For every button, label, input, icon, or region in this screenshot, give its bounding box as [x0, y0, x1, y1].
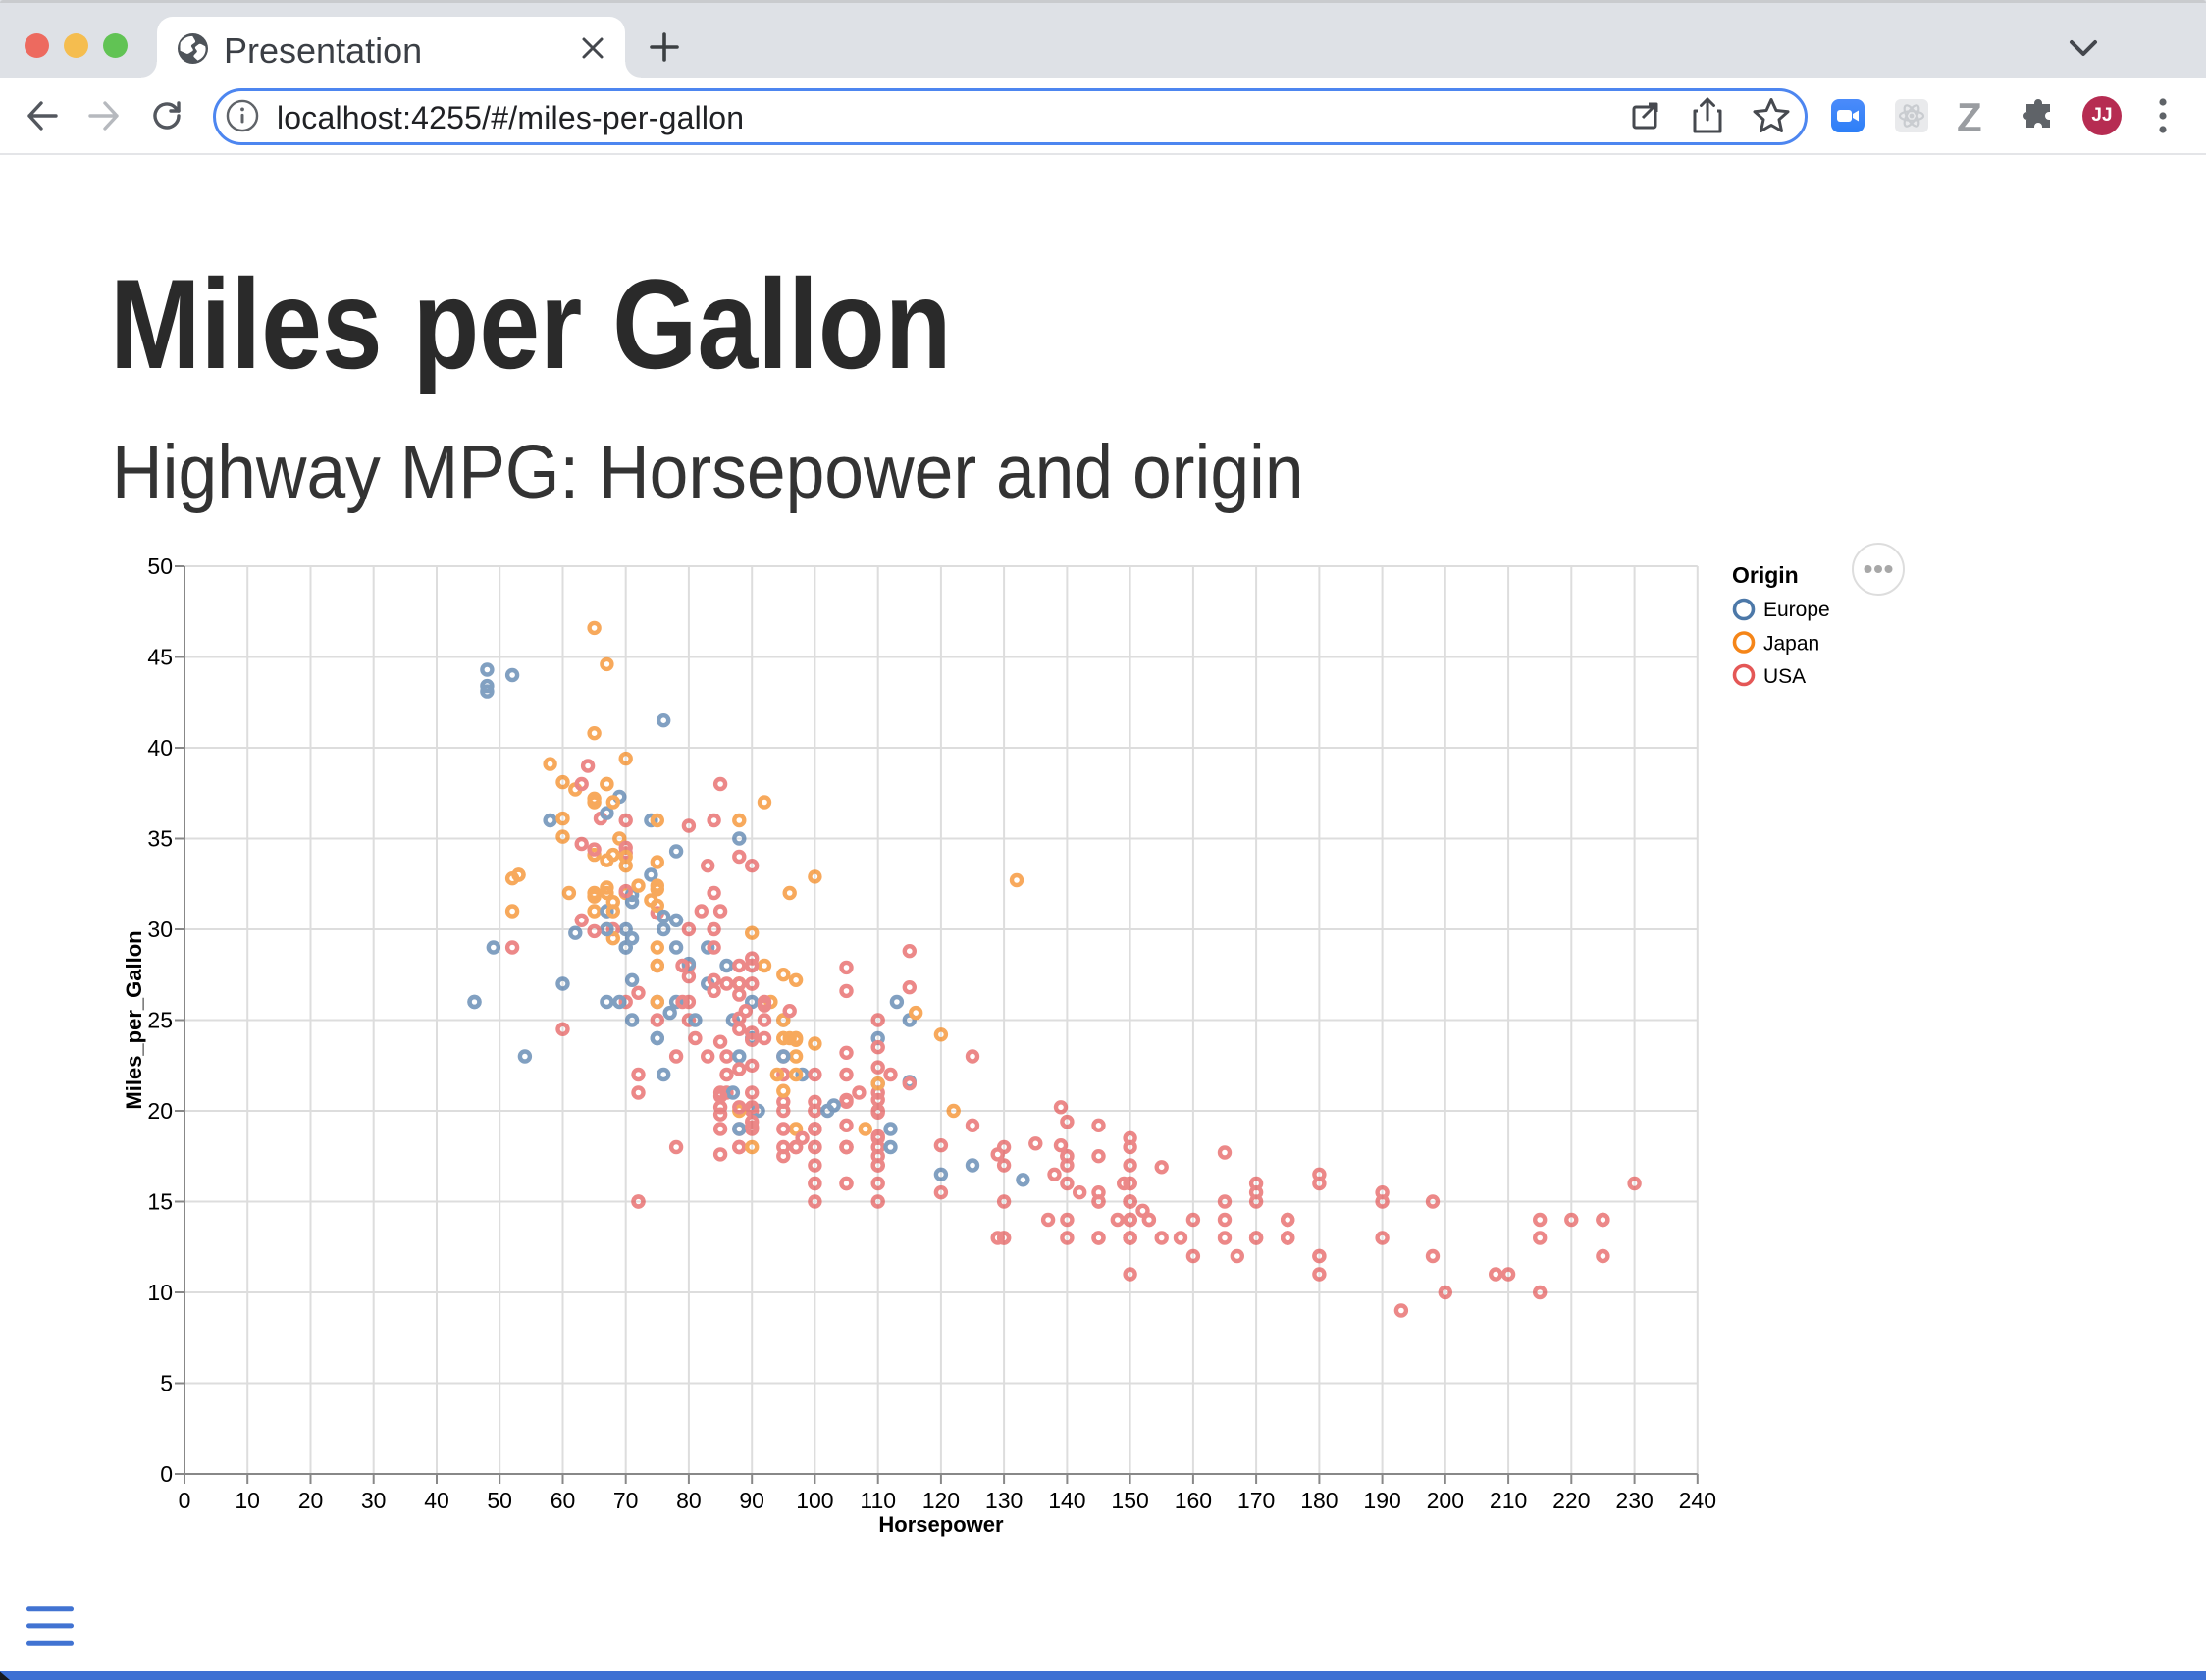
svg-text:200: 200	[1427, 1488, 1464, 1513]
svg-text:130: 130	[985, 1488, 1023, 1513]
svg-text:150: 150	[1111, 1488, 1148, 1513]
svg-text:0: 0	[160, 1461, 173, 1487]
svg-text:40: 40	[147, 735, 173, 761]
svg-text:180: 180	[1300, 1488, 1338, 1513]
svg-text:10: 10	[147, 1280, 173, 1305]
svg-text:220: 220	[1552, 1488, 1590, 1513]
svg-text:20: 20	[147, 1098, 173, 1124]
svg-text:160: 160	[1175, 1488, 1212, 1513]
svg-text:20: 20	[298, 1488, 324, 1513]
svg-text:170: 170	[1237, 1488, 1275, 1513]
svg-text:70: 70	[613, 1488, 639, 1513]
svg-text:120: 120	[922, 1488, 960, 1513]
svg-text:30: 30	[361, 1488, 387, 1513]
svg-text:10: 10	[235, 1488, 260, 1513]
svg-text:Europe: Europe	[1763, 599, 1830, 621]
svg-text:Miles_per_Gallon: Miles_per_Gallon	[122, 930, 146, 1109]
svg-text:35: 35	[147, 826, 173, 852]
svg-text:100: 100	[796, 1488, 833, 1513]
svg-text:45: 45	[147, 645, 173, 670]
svg-text:USA: USA	[1763, 665, 1806, 688]
svg-text:190: 190	[1363, 1488, 1400, 1513]
svg-text:Origin: Origin	[1732, 562, 1799, 588]
svg-text:90: 90	[739, 1488, 764, 1513]
svg-text:5: 5	[160, 1371, 173, 1396]
svg-text:30: 30	[147, 917, 173, 942]
svg-text:210: 210	[1490, 1488, 1527, 1513]
svg-text:80: 80	[676, 1488, 702, 1513]
svg-text:50: 50	[147, 553, 173, 579]
svg-text:0: 0	[179, 1488, 191, 1513]
svg-text:60: 60	[551, 1488, 576, 1513]
svg-text:110: 110	[860, 1488, 896, 1513]
svg-text:15: 15	[147, 1189, 173, 1215]
svg-text:25: 25	[147, 1008, 173, 1033]
svg-text:40: 40	[424, 1488, 449, 1513]
svg-text:140: 140	[1048, 1488, 1085, 1513]
svg-text:50: 50	[487, 1488, 512, 1513]
svg-text:Horsepower: Horsepower	[878, 1512, 1004, 1537]
svg-text:240: 240	[1679, 1488, 1716, 1513]
svg-text:Japan: Japan	[1763, 633, 1819, 656]
svg-text:230: 230	[1615, 1488, 1653, 1513]
